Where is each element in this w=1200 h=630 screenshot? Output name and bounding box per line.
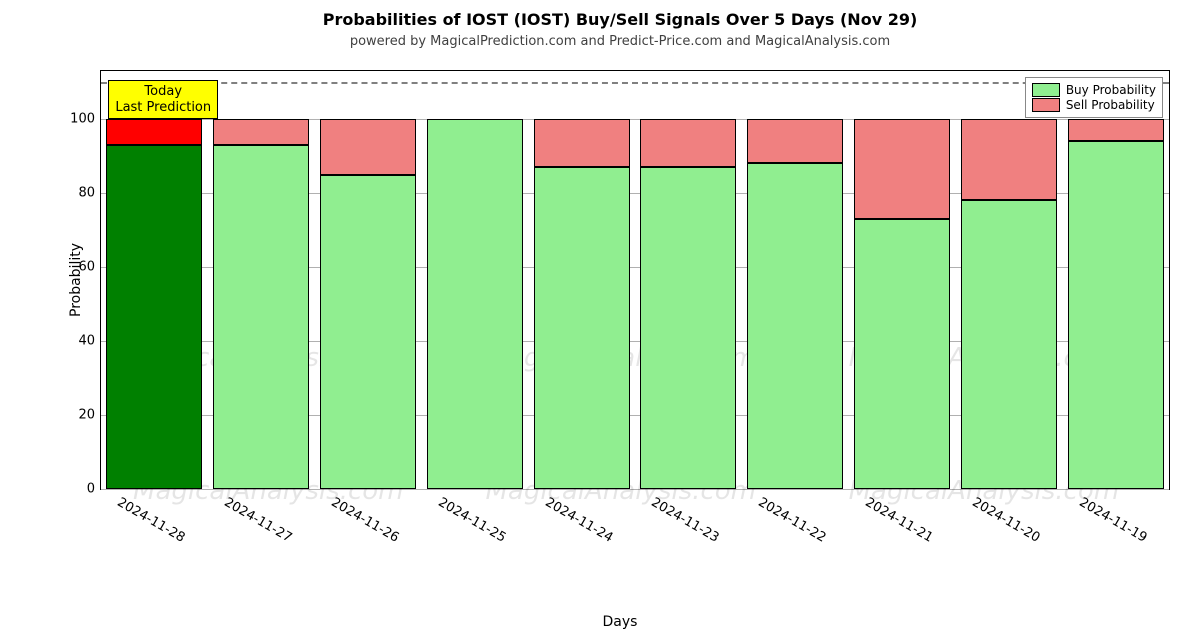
bar-sell (640, 119, 736, 167)
bar-buy (213, 145, 309, 489)
bar-sell (961, 119, 1057, 200)
y-axis-label: Probability (68, 243, 84, 317)
grid-line (101, 489, 1169, 490)
x-tick-label: 2024-11-24 (542, 495, 615, 546)
today-label-line1: Today (115, 84, 211, 100)
guide-line (101, 82, 1169, 84)
x-tick-label: 2024-11-20 (969, 495, 1042, 546)
bar-buy (1068, 141, 1164, 489)
x-tick-label: 2024-11-19 (1076, 495, 1149, 546)
today-label-line2: Last Prediction (115, 100, 211, 116)
x-tick-label: 2024-11-22 (756, 495, 829, 546)
legend-label: Sell Probability (1066, 98, 1155, 112)
bar-buy (961, 200, 1057, 489)
x-tick-label: 2024-11-28 (115, 495, 188, 546)
bar-buy (747, 163, 843, 489)
x-tick-label: 2024-11-27 (222, 495, 295, 546)
bar-sell (854, 119, 950, 219)
x-tick-label: 2024-11-25 (435, 495, 508, 546)
x-tick-label: 2024-11-26 (328, 495, 401, 546)
bar-buy (106, 145, 202, 489)
x-tick-label: 2024-11-23 (649, 495, 722, 546)
bar-buy (854, 219, 950, 489)
bar-buy (427, 119, 523, 489)
legend-item: Buy Probability (1032, 83, 1156, 97)
legend: Buy ProbabilitySell Probability (1025, 77, 1163, 118)
bar-sell (106, 119, 202, 145)
y-tick-label: 80 (78, 186, 95, 201)
bar-sell (320, 119, 416, 174)
x-axis-label: Days (60, 614, 1180, 630)
chart-container: Probabilities of IOST (IOST) Buy/Sell Si… (60, 10, 1180, 540)
bar-sell (213, 119, 309, 145)
chart-title: Probabilities of IOST (IOST) Buy/Sell Si… (60, 10, 1180, 29)
bar-buy (320, 175, 416, 489)
bar-sell (534, 119, 630, 167)
bar-sell (747, 119, 843, 163)
chart-subtitle: powered by MagicalPrediction.com and Pre… (60, 34, 1180, 49)
legend-swatch (1032, 83, 1060, 97)
bar-buy (640, 167, 736, 489)
y-tick-label: 0 (87, 482, 95, 497)
y-tick-label: 20 (78, 408, 95, 423)
bar-buy (534, 167, 630, 489)
y-tick-label: 60 (78, 260, 95, 275)
y-tick-label: 100 (70, 112, 95, 127)
bar-sell (1068, 119, 1164, 141)
today-label: TodayLast Prediction (108, 80, 218, 119)
y-tick-label: 40 (78, 334, 95, 349)
plot-area: Probability 020406080100MagicalAnalysis.… (100, 70, 1170, 490)
legend-item: Sell Probability (1032, 98, 1156, 112)
legend-label: Buy Probability (1066, 83, 1156, 97)
x-tick-label: 2024-11-21 (862, 495, 935, 546)
legend-swatch (1032, 98, 1060, 112)
